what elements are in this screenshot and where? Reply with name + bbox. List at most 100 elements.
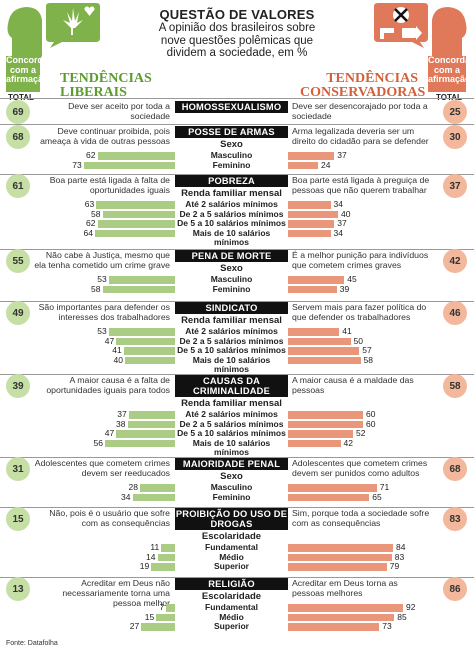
question-title: POBREZA	[175, 175, 288, 187]
category-label: Fundamental	[205, 542, 258, 552]
category-label: Médio	[219, 611, 244, 622]
chart-title: QUESTÃO DE VALORES	[159, 7, 315, 22]
conservative-bar-value: 60	[366, 418, 376, 429]
conservative-bar	[288, 493, 370, 502]
conservative-statement: Acreditar em Deus torna as pessoas melho…	[292, 578, 398, 598]
conservative-bar-value: 37	[337, 150, 347, 160]
liberal-statement: Não cabe à Justiça, mesmo que ela tenha …	[34, 250, 170, 270]
conservative-statement: É a melhor punição para indivíduos que c…	[292, 250, 429, 270]
liberal-bar	[141, 623, 175, 631]
liberal-bar-value: 41	[112, 345, 122, 356]
liberal-bar-value: 37	[117, 409, 127, 419]
conservative-bar-value: 45	[347, 274, 357, 284]
liberal-statement: Acreditar em Deus não necessariamente to…	[62, 578, 170, 608]
header-divider	[0, 98, 474, 99]
group-label: Sexo	[220, 471, 243, 482]
liberal-bar	[102, 285, 175, 294]
conservative-total-value: 83	[443, 507, 467, 531]
conservative-bar	[288, 152, 335, 160]
conservative-bar	[288, 337, 351, 346]
conservative-total-value: 30	[443, 125, 467, 149]
conservative-bar-value: 92	[406, 602, 416, 612]
category-label: Fundamental	[205, 602, 258, 612]
conservative-total-value: 46	[443, 301, 467, 325]
conservative-head-icon	[432, 7, 467, 58]
conservative-bar-value: 34	[333, 227, 343, 238]
liberal-bar-value: 47	[104, 428, 115, 439]
conservative-bar	[288, 604, 403, 612]
conservative-bar	[288, 328, 340, 336]
liberal-bar	[157, 553, 175, 562]
liberal-bar-value: 56	[93, 437, 103, 448]
category-label: De 5 a 10 salários mínimos	[177, 218, 286, 229]
conservative-bar	[288, 229, 331, 238]
question-title: HOMOSSEXUALISMO	[175, 101, 288, 113]
question-title: PROIBIÇÃO DO USO DE DROGAS	[175, 508, 288, 530]
question-title: MAIORIDADE PENAL	[175, 458, 288, 470]
liberal-bar	[125, 356, 175, 365]
category-label: Masculino	[210, 274, 253, 284]
conservative-bar	[288, 544, 393, 552]
conservative-bar-value: 37	[337, 218, 347, 229]
conservative-bar-value: 73	[382, 621, 392, 632]
conservative-bar	[288, 553, 392, 562]
liberal-total-value: 69	[6, 100, 30, 124]
conservative-bar	[288, 439, 341, 448]
question-divider	[0, 457, 474, 458]
category-label: Mais de 10 salários mínimos	[192, 437, 271, 458]
conservative-total-value: 37	[443, 174, 467, 198]
category-label: Mais de 10 salários mínimos	[192, 354, 271, 375]
conservative-bar-value: 65	[372, 491, 382, 502]
category-label: Feminino	[212, 159, 251, 170]
conservative-bar-value: 52	[356, 428, 366, 439]
liberal-bar-value: 63	[84, 199, 95, 209]
conservative-bar-value: 58	[363, 354, 373, 365]
liberal-bar	[127, 420, 175, 429]
liberal-bar-value: 14	[146, 551, 156, 562]
liberal-statement: Não, pois é o usuário que sofre com as c…	[49, 508, 170, 528]
category-label: Até 2 salários mínimos	[185, 326, 278, 336]
group-label: Sexo	[220, 139, 243, 150]
liberal-bar-value: 27	[129, 621, 140, 632]
liberal-total-value: 68	[6, 125, 30, 149]
liberal-statement: Adolescentes que cometem crimes devem se…	[34, 458, 170, 478]
conservative-bar	[288, 161, 318, 170]
conservative-total-value: 86	[443, 577, 467, 601]
conservative-tag: Concordam com a afirmação	[428, 55, 474, 92]
liberal-total-value: 39	[6, 374, 30, 398]
conservative-total-value: 42	[443, 249, 467, 273]
liberal-bar	[102, 210, 175, 219]
conservative-bar	[288, 347, 360, 355]
liberal-bar	[97, 220, 175, 228]
question-title: POSSE DE ARMAS	[175, 126, 288, 138]
liberal-bar	[166, 604, 175, 612]
liberal-bar	[151, 563, 175, 571]
category-label: De 5 a 10 salários mínimos	[177, 428, 286, 439]
conservative-bar	[288, 484, 377, 492]
liberal-bar	[156, 613, 175, 622]
liberal-bar-value: 7	[159, 602, 165, 612]
liberal-bar-value: 47	[104, 335, 115, 346]
liberal-bar-value: 28	[128, 482, 138, 492]
group-label: Escolaridade	[201, 591, 262, 602]
liberal-bar	[108, 276, 175, 284]
category-label: Feminino	[212, 491, 251, 502]
question-divider	[0, 174, 474, 175]
liberal-bar-value: 62	[86, 150, 96, 160]
chart-subtitle: A opinião dos brasileiros sobre nove que…	[158, 22, 316, 59]
liberal-bar-value: 58	[91, 208, 101, 219]
question-title: CAUSAS DA CRIMINALIDADE	[175, 375, 288, 397]
conservative-speech-bubble-icon	[374, 3, 428, 48]
conservative-statement: Arma legalizada deveria ser um direito d…	[292, 126, 429, 146]
conservative-bar-value: 71	[379, 482, 390, 492]
liberal-total-value: 49	[6, 301, 30, 325]
liberal-title: TENDÊNCIAS LIBERAIS	[60, 71, 152, 100]
category-label: Mais de 10 salários mínimos	[192, 227, 271, 248]
group-label: Escolaridade	[201, 531, 262, 542]
liberal-bar	[105, 439, 175, 448]
liberal-bar-value: 40	[113, 354, 123, 365]
liberal-statement: A maior causa é a falta de oportunidades…	[46, 375, 170, 395]
category-label: Superior	[214, 561, 249, 572]
group-label: Renda familiar mensal	[181, 398, 282, 409]
liberal-bar	[83, 161, 175, 170]
